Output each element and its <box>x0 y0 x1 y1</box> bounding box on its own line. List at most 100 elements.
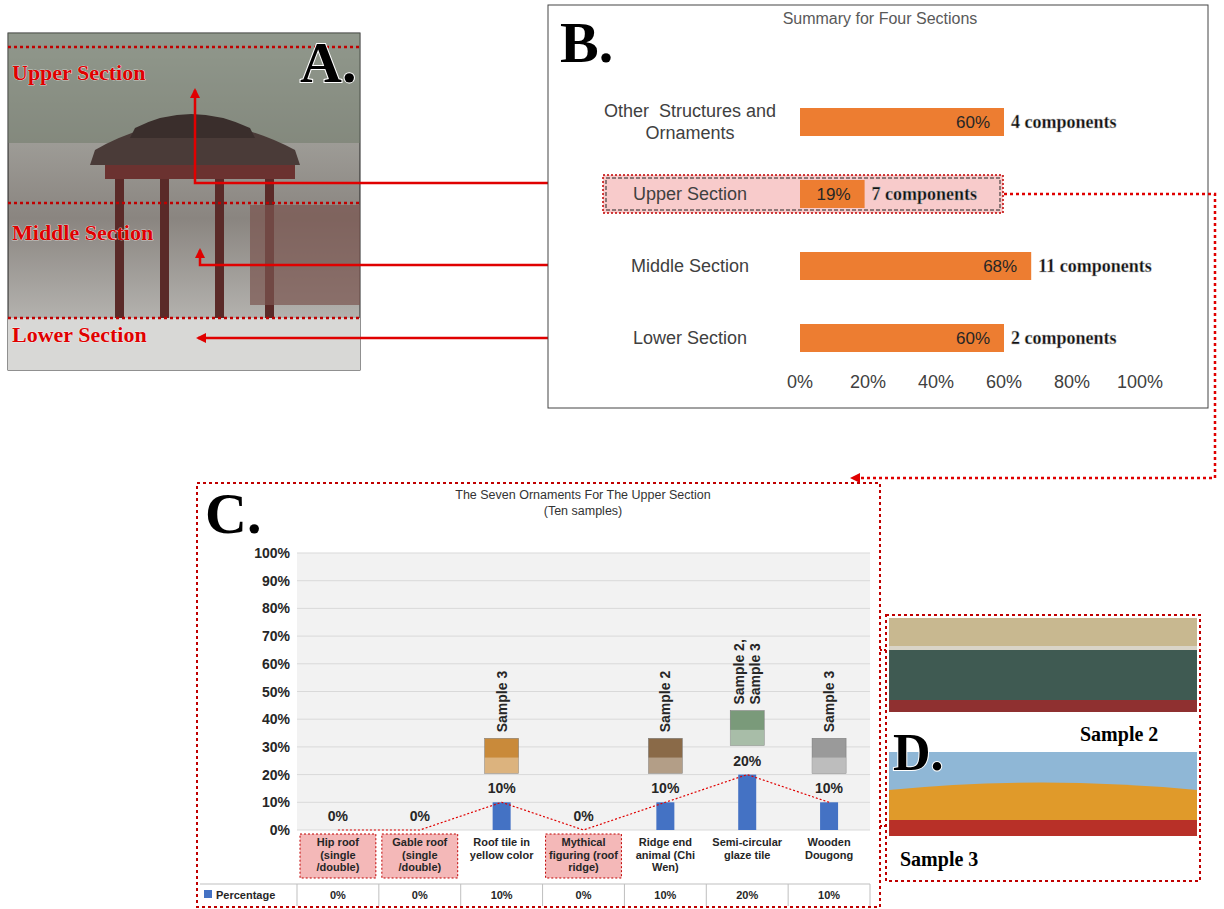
category-highlight <box>382 834 458 878</box>
connector <box>852 194 1215 478</box>
row-highlight-inner <box>606 178 1000 210</box>
data-label: 60% <box>956 113 990 132</box>
bar <box>800 180 865 208</box>
annotation: Sample 3 <box>821 671 837 733</box>
data-label: 68% <box>983 257 1017 276</box>
photo-tiles <box>889 783 1197 837</box>
tick-label: 80% <box>262 600 291 616</box>
category-label-line: /double) <box>398 861 441 873</box>
trend-line <box>338 775 829 830</box>
table-line <box>788 884 789 906</box>
figure: Upper Section Middle Section Lower Section… <box>0 0 1224 909</box>
category-label-line: Ridge end <box>639 836 692 848</box>
table-line <box>460 884 461 906</box>
category-highlight <box>300 834 376 878</box>
category-label-line: Ornaments <box>645 123 734 143</box>
section-label: Upper Section <box>12 60 145 85</box>
bar <box>575 830 593 831</box>
category-label: Hip roof(single/double) <box>317 836 360 873</box>
table-line <box>378 884 379 906</box>
annotation: Sample 2,Sample 3 <box>731 639 763 704</box>
annotation: 2 components <box>1011 328 1117 348</box>
sample-label: Sample 3 <box>900 848 978 871</box>
grid-line <box>297 802 870 803</box>
tick-label: 60% <box>262 656 291 672</box>
tick-label: 80% <box>1054 372 1090 392</box>
data-label: 10% <box>651 780 680 796</box>
category-label-line: Wooden <box>807 836 850 848</box>
annotation-line: Sample 3 <box>494 671 510 733</box>
data-label: 19% <box>817 185 851 204</box>
bar <box>656 802 674 830</box>
grid-line <box>297 580 870 581</box>
tick-label: 0% <box>270 822 291 838</box>
data-label: 0% <box>573 808 594 824</box>
sample-label: Sample 2 <box>1080 723 1158 746</box>
thumbnail-detail <box>812 758 846 774</box>
tick-label: 90% <box>262 573 291 589</box>
table-value: 20% <box>736 889 758 901</box>
category-label-line: Other Structures and <box>604 101 776 121</box>
photo-sample-2 <box>889 618 1197 712</box>
tick-label: 40% <box>262 711 291 727</box>
tick-label: 50% <box>262 684 291 700</box>
grid-line <box>297 553 870 554</box>
category-label-line: Gable roof <box>392 836 447 848</box>
tick-label: 60% <box>986 372 1022 392</box>
photo-roof-top <box>130 114 255 138</box>
label-patch <box>649 780 681 796</box>
bars <box>800 108 1031 352</box>
data-label: 10% <box>488 780 517 796</box>
label-patch <box>731 753 763 769</box>
data-label: 10% <box>815 780 844 796</box>
bars <box>338 775 838 830</box>
legend-key <box>204 890 212 898</box>
arrow <box>195 90 600 183</box>
table-line <box>297 884 298 906</box>
arrow <box>198 337 600 340</box>
photo-pillar <box>215 165 224 325</box>
annotation-line: Sample 3 <box>821 671 837 733</box>
annotation: Sample 3 <box>494 671 510 733</box>
category-label-line: Mythical <box>561 836 605 848</box>
panel-b-frame <box>548 5 1208 408</box>
thumbnail-detail <box>648 758 682 774</box>
category-label: WoodenDougong <box>805 836 853 861</box>
photo-eave <box>889 820 1197 836</box>
panel-d-frame <box>886 615 1200 881</box>
bar <box>738 775 756 830</box>
category-label: Roof tile inyellow color <box>470 836 534 861</box>
label-patch <box>813 780 845 796</box>
annotation: 4 components <box>1011 112 1117 132</box>
tick-label: 40% <box>918 372 954 392</box>
bar <box>800 108 1004 136</box>
label-patch <box>326 808 350 824</box>
category-label: Other Structures andOrnaments <box>604 101 776 143</box>
data-label: 0% <box>410 808 431 824</box>
panel-letter: A. <box>300 30 356 95</box>
table-value: 0% <box>330 889 346 901</box>
chart-subtitle: (Ten samples) <box>544 504 623 518</box>
plot-area <box>297 553 870 830</box>
tick-label: 20% <box>262 767 291 783</box>
tick-label: 30% <box>262 739 291 755</box>
table-value: 10% <box>654 889 676 901</box>
category-label-line: Roof tile in <box>473 836 530 848</box>
tick-label: 100% <box>1117 372 1163 392</box>
photo-pillar <box>115 165 124 325</box>
annotation-line: Sample 2 <box>657 671 673 733</box>
annotation: 7 components <box>872 184 978 204</box>
thumbnail <box>812 738 846 773</box>
section-label: Lower Section <box>12 322 147 347</box>
category-label-line: Middle Section <box>631 256 749 276</box>
label-patch <box>408 808 432 824</box>
section-line <box>8 202 360 205</box>
category-label: Gable roof(single/double) <box>392 836 447 873</box>
panel-letter: C. <box>205 481 261 546</box>
grid-line <box>297 774 870 775</box>
grid-line <box>297 608 870 609</box>
table-value: 10% <box>491 889 513 901</box>
category-label-line: Wen) <box>652 861 679 873</box>
photo-beam <box>105 165 295 179</box>
table-series-name: Percentage <box>216 889 275 901</box>
